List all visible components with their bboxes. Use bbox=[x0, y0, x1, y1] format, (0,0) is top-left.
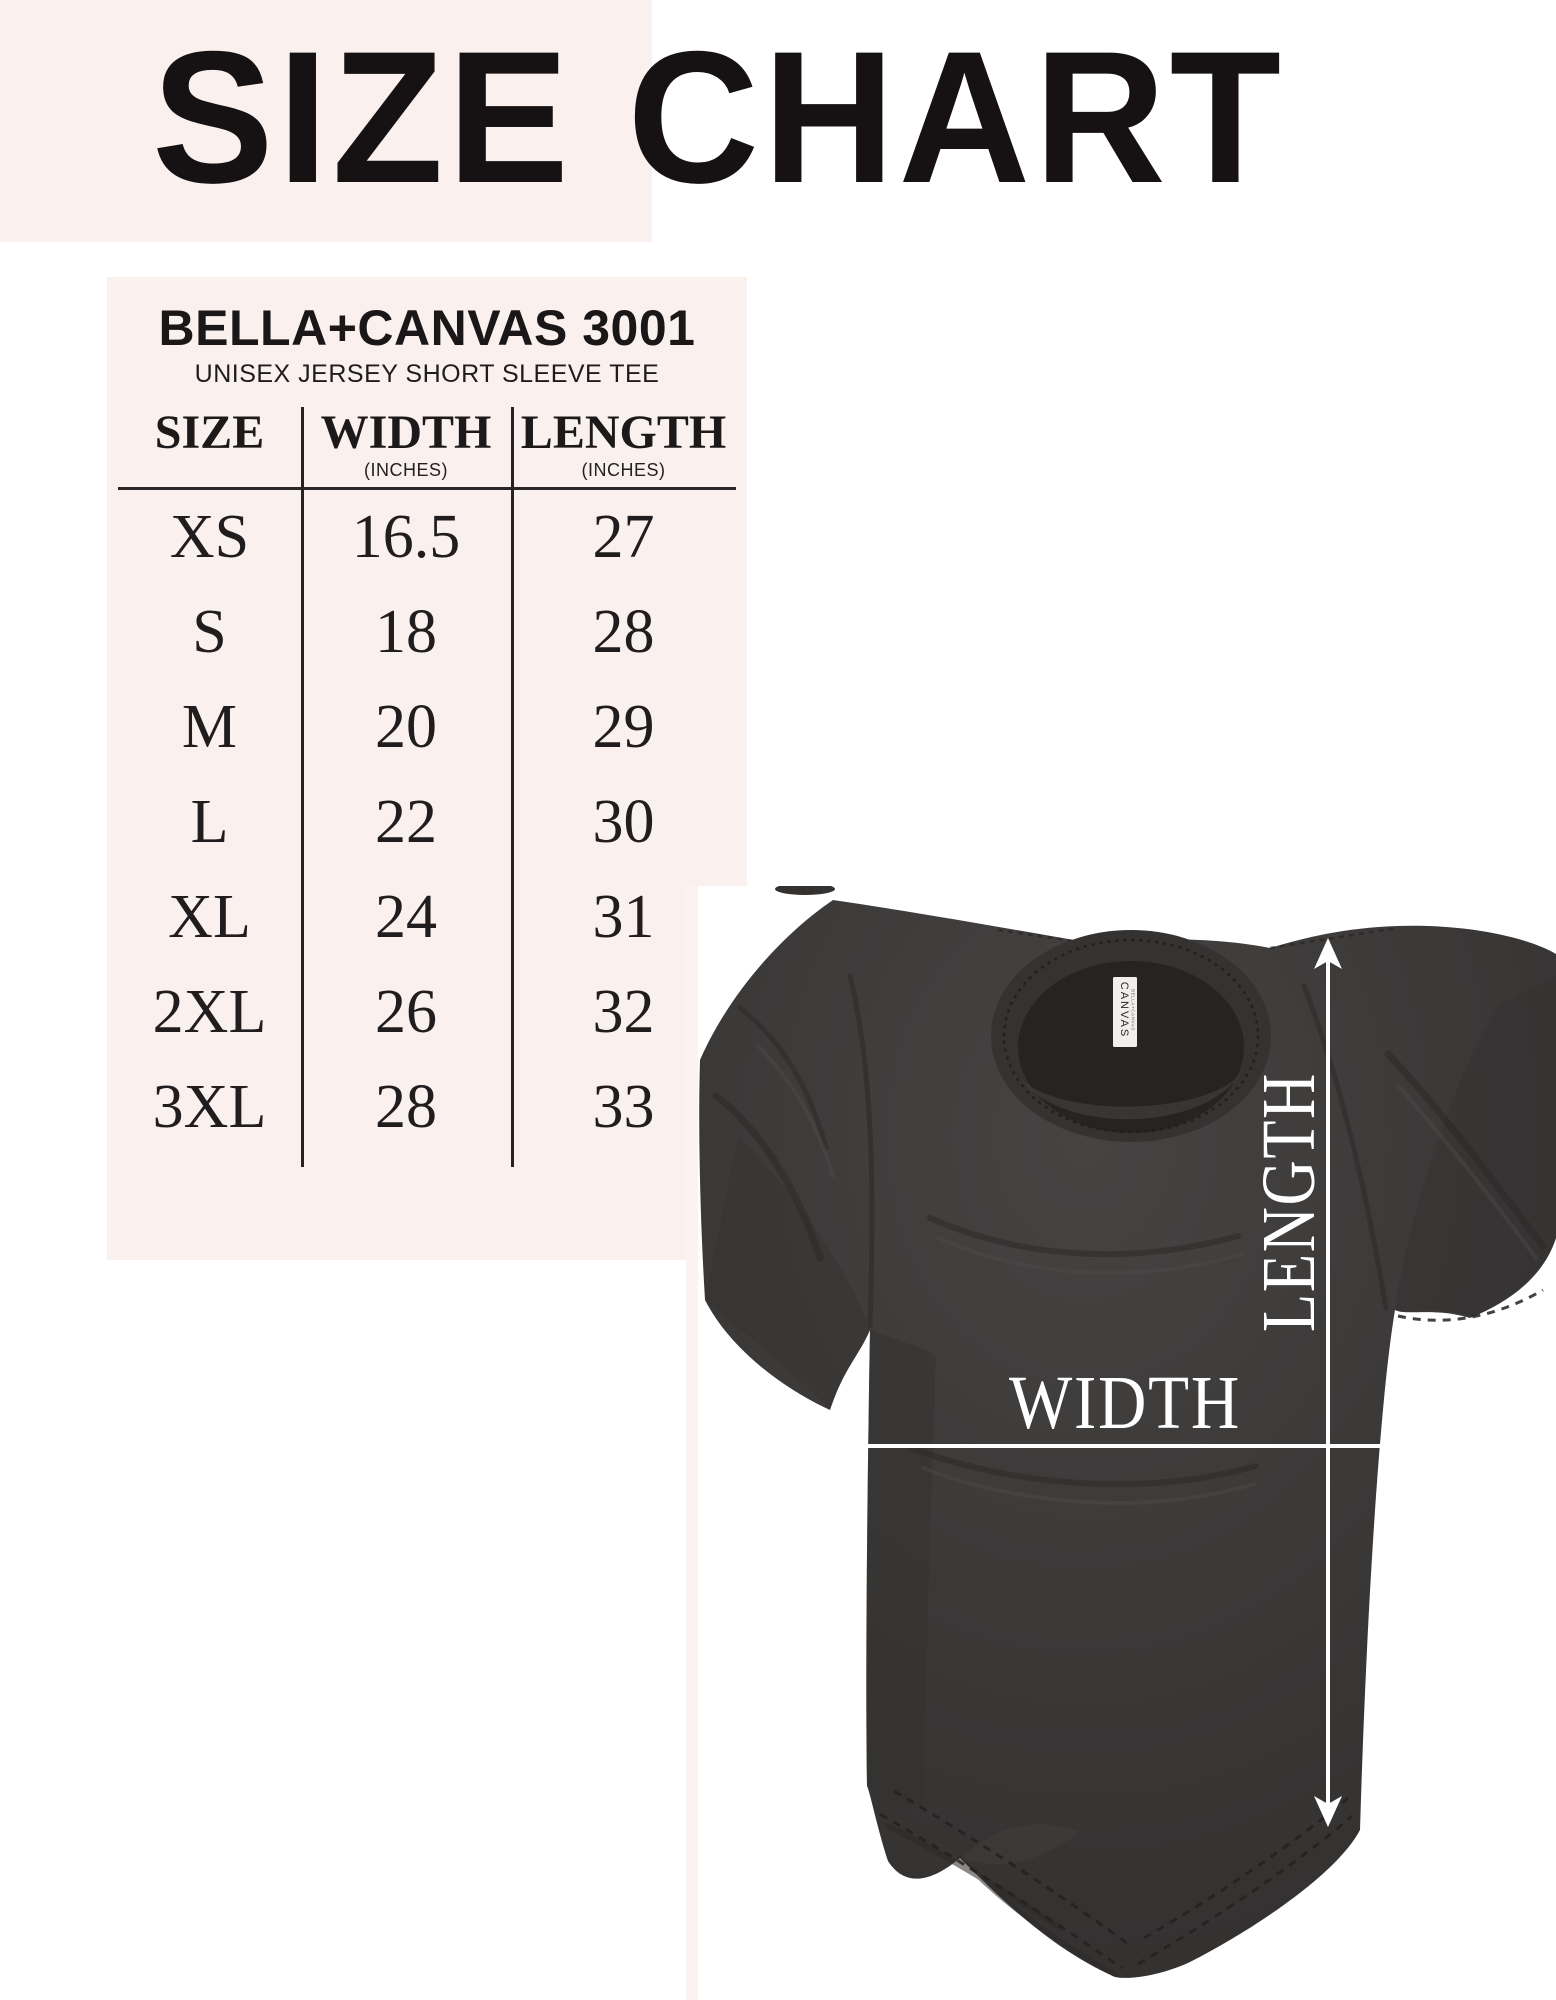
size-table-panel: BELLA+CANVAS 3001 UNISEX JERSEY SHORT SL… bbox=[107, 277, 747, 1260]
length-cell: 30 bbox=[592, 788, 655, 856]
size-table: SIZE WIDTH (INCHES) LENGTH (INCHES) XS 16… bbox=[118, 401, 736, 1167]
column-header-width: WIDTH (INCHES) bbox=[320, 406, 492, 481]
length-cell: 33 bbox=[592, 1073, 655, 1141]
width-cell: 18 bbox=[375, 598, 437, 666]
width-cell: 26 bbox=[375, 978, 437, 1046]
size-cell: 2XL bbox=[152, 978, 267, 1046]
table-row: S 18 28 bbox=[118, 585, 736, 680]
neck-label-brand: CANVAS bbox=[1118, 982, 1130, 1038]
product-photo: CANVAS BELLA+CANVAS bbox=[686, 886, 1556, 2000]
column-divider bbox=[511, 407, 514, 1167]
photo-left-edge bbox=[686, 886, 698, 2000]
page-title: SIZE CHART bbox=[152, 22, 1285, 212]
table-row: XL 24 31 bbox=[118, 870, 736, 965]
length-cell: 28 bbox=[592, 598, 655, 666]
neck-label: CANVAS BELLA+CANVAS bbox=[1113, 977, 1137, 1047]
size-cell: 3XL bbox=[152, 1073, 267, 1141]
size-cell: M bbox=[181, 693, 238, 761]
width-cell: 24 bbox=[375, 883, 437, 951]
width-cell: 28 bbox=[375, 1073, 437, 1141]
length-cell: 31 bbox=[592, 883, 655, 951]
width-label: WIDTH bbox=[1009, 1361, 1241, 1445]
width-cell: 22 bbox=[375, 788, 437, 856]
tshirt-illustration: CANVAS BELLA+CANVAS bbox=[699, 886, 1556, 1978]
length-arrow bbox=[1314, 938, 1342, 1827]
table-row: M 20 29 bbox=[118, 680, 736, 775]
neck-label-sub: BELLA+CANVAS bbox=[1131, 989, 1136, 1031]
product-subtitle: UNISEX JERSEY SHORT SLEEVE TEE bbox=[194, 360, 660, 388]
width-cell: 16.5 bbox=[351, 503, 461, 571]
length-cell: 29 bbox=[592, 693, 655, 761]
length-cell: 27 bbox=[592, 503, 655, 571]
column-divider bbox=[301, 407, 304, 1167]
measurement-overlay: WIDTH LENGTH bbox=[831, 938, 1424, 1827]
length-label: LENGTH bbox=[1247, 1072, 1331, 1332]
product-name: BELLA+CANVAS 3001 bbox=[158, 300, 696, 356]
table-row: 3XL 28 33 bbox=[118, 1060, 736, 1155]
table-row: L 22 30 bbox=[118, 775, 736, 870]
table-row: 2XL 26 32 bbox=[118, 965, 736, 1060]
shirt-top-smudge bbox=[775, 886, 835, 895]
size-cell: L bbox=[190, 788, 229, 856]
page-title-word-size: SIZE bbox=[152, 12, 573, 222]
column-header-size: SIZE bbox=[154, 406, 265, 459]
size-cell: XL bbox=[168, 883, 251, 951]
size-cell: S bbox=[192, 598, 227, 666]
table-row: XS 16.5 27 bbox=[118, 490, 736, 585]
title-highlight-block bbox=[0, 0, 652, 242]
width-arrow bbox=[831, 1432, 1424, 1460]
tshirt-shape: CANVAS BELLA+CANVAS bbox=[699, 900, 1556, 1978]
width-cell: 20 bbox=[375, 693, 437, 761]
size-table-rows: XS 16.5 27 S 18 28 M 20 29 L 22 30 XL 24 31 2XL 26 32 3XL 2… bbox=[118, 490, 736, 1155]
size-table-header: SIZE WIDTH (INCHES) LENGTH (INCHES) bbox=[118, 401, 736, 490]
column-header-length: LENGTH (INCHES) bbox=[520, 406, 727, 481]
length-cell: 32 bbox=[592, 978, 655, 1046]
size-cell: XS bbox=[169, 503, 250, 571]
page-title-word-chart: CHART bbox=[627, 12, 1285, 222]
